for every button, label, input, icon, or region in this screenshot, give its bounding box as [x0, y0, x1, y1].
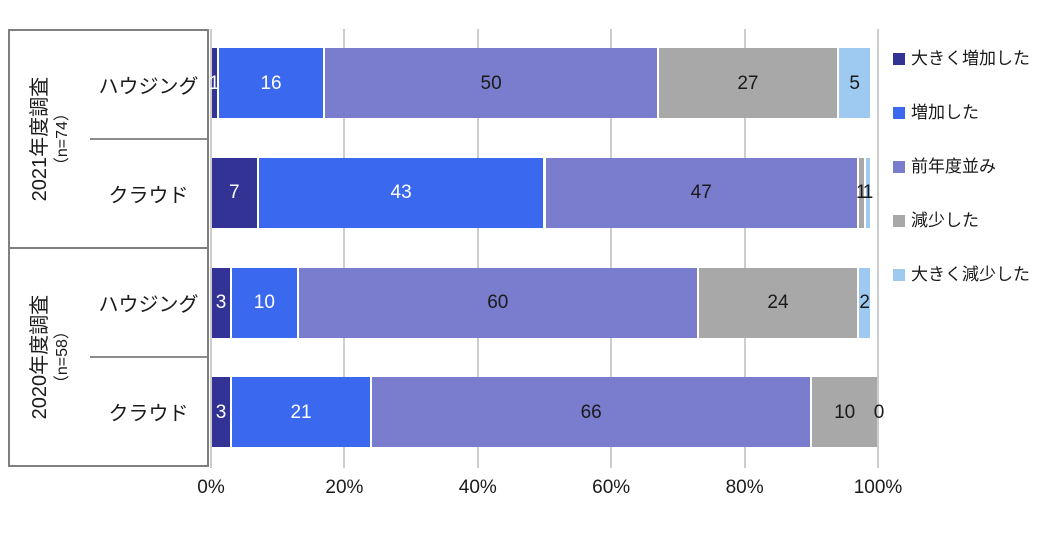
bar-value-label: 1: [862, 182, 874, 204]
bar-segment-前年度並み: 60: [298, 267, 697, 338]
group-label-text: 2021年度調査: [28, 76, 51, 202]
bar-row-ハウジング-2: 3 10 60 24 2: [211, 267, 878, 338]
bar-row-クラウド-3: 3 21 66 10 0: [211, 377, 884, 448]
bar-value-label: 10: [253, 292, 275, 314]
row-labels-column: ハウジング クラウド: [90, 31, 207, 247]
bar-segment-減少した: 24: [698, 267, 857, 338]
bar-segment-大きく減少した: 2: [858, 267, 871, 338]
group-label-text: 2020年度調査: [28, 294, 51, 420]
bar-row-クラウド-1: 7 43 47 1 1: [211, 157, 878, 228]
bar-value-label: 60: [487, 292, 509, 314]
bar-value-label: 7: [229, 182, 240, 204]
legend-swatch-icon: [893, 107, 905, 120]
bar-value-label: 50: [480, 72, 502, 94]
bar-value-label: 27: [737, 72, 759, 94]
bar-segment-大きく増加した: 3: [212, 267, 230, 338]
legend-label: 大きく減少した: [911, 265, 1030, 285]
plot-area: 1 16 50 27 5 7 43 47 1 1 3 10 60 24 2 3 21 66 10 0: [209, 29, 884, 468]
legend-item-increase: 増加した: [893, 102, 1049, 124]
group-label-column: 2021年度調査 （n=74）: [10, 31, 90, 247]
gridline-40: [477, 29, 479, 468]
row-labels-column: ハウジング クラウド: [90, 249, 207, 465]
row-label-cloud-2020: クラウド: [108, 403, 189, 425]
bar-value-label: 10: [834, 401, 856, 423]
row-label-housing-2021: ハウジング: [98, 76, 199, 98]
bar-value-label: 3: [215, 401, 227, 423]
group-2021: 2021年度調査 （n=74） ハウジング クラウド: [10, 31, 207, 247]
bar-segment-大きく増加した: 1: [209, 48, 220, 119]
legend-swatch-icon: [893, 269, 905, 282]
x-axis-tick-label: 100%: [853, 477, 903, 498]
row-label-housing-2020: ハウジング: [98, 294, 199, 316]
bar-value-label: 16: [260, 72, 282, 94]
bar-value-label: 5: [849, 72, 860, 94]
x-axis-tick-label: 40%: [458, 477, 497, 498]
legend: 大きく増加した 増加した 前年度並み 減少した 大きく減少した: [893, 48, 1049, 286]
x-axis-tick-label: 20%: [325, 477, 364, 498]
gridline-0: [210, 29, 212, 468]
bar-value-label: 43: [390, 182, 412, 204]
bar-segment-減少した: 10: [812, 377, 877, 448]
bar-segment-大きく減少した: 1: [862, 157, 874, 228]
group-label-column: 2020年度調査 （n=58）: [10, 249, 90, 465]
bar-value-label: 1: [209, 72, 220, 94]
bar-segment-前年度並み: 66: [372, 377, 811, 448]
bar-segment-増加した: 16: [218, 48, 324, 119]
category-label-box: 2021年度調査 （n=74） ハウジング クラウド 2020年度調査 （n=5…: [8, 29, 209, 467]
bar-value-label: 2: [859, 292, 870, 314]
legend-swatch-icon: [893, 215, 905, 228]
legend-label: 増加した: [911, 103, 979, 123]
group-label-2020: 2020年度調査 （n=58）: [28, 295, 72, 420]
legend-item-large-increase: 大きく増加した: [893, 48, 1049, 70]
legend-item-same-as-last-year: 前年度並み: [893, 156, 1049, 178]
x-axis-tick-label: 0%: [197, 477, 225, 498]
bar-segment-大きく増加した: 7: [212, 157, 257, 228]
x-axis-tick-label: 60%: [592, 477, 631, 498]
bar-segment-大きく減少した: 5: [838, 48, 871, 119]
legend-label: 減少した: [911, 211, 979, 231]
legend-swatch-icon: [893, 161, 905, 174]
group-2020: 2020年度調査 （n=58） ハウジング クラウド: [10, 249, 207, 465]
bar-segment-前年度並み: 47: [545, 157, 857, 228]
legend-item-decrease: 減少した: [893, 210, 1049, 232]
gridline-100: [877, 29, 879, 468]
bar-segment-前年度並み: 50: [325, 48, 657, 119]
bar-segment-大きく増加した: 3: [212, 377, 230, 448]
legend-swatch-icon: [893, 53, 905, 65]
legend-label: 大きく増加した: [911, 49, 1030, 68]
x-axis-tick-label: 80%: [725, 477, 764, 498]
bar-segment-増加した: 10: [232, 267, 297, 338]
gridline-60: [610, 29, 612, 468]
bar-value-label: 3: [215, 292, 227, 314]
legend-label: 前年度並み: [911, 157, 996, 177]
bar-value-label: 66: [580, 401, 602, 423]
bar-value-label: 21: [290, 401, 312, 423]
x-axis: 0% 20% 40% 60% 80% 100%: [197, 477, 902, 503]
bar-value-label: 24: [767, 292, 789, 314]
group-label-2021: 2021年度調査 （n=74）: [28, 77, 72, 202]
row-divider: [90, 138, 207, 140]
group-sample-size: （n=74）: [53, 104, 71, 174]
legend-item-large-decrease: 大きく減少した: [893, 264, 1049, 286]
bar-segment-増加した: 43: [258, 157, 544, 228]
row-label-cloud-2021: クラウド: [108, 185, 189, 207]
bar-segment-減少した: 1: [856, 157, 867, 228]
bar-segment-減少した: 27: [658, 48, 837, 119]
group-divider: [10, 247, 207, 249]
bar-value-label: 1: [856, 182, 867, 204]
row-divider: [90, 356, 207, 358]
bar-segment-増加した: 21: [232, 377, 371, 448]
bar-value-label: 47: [690, 182, 712, 204]
gridline-20: [343, 29, 345, 468]
gridline-80: [744, 29, 746, 468]
group-sample-size: （n=58）: [53, 322, 71, 392]
bar-row-ハウジング-0: 1 16 50 27 5: [209, 48, 878, 119]
bar-value-label: 0: [873, 401, 885, 423]
